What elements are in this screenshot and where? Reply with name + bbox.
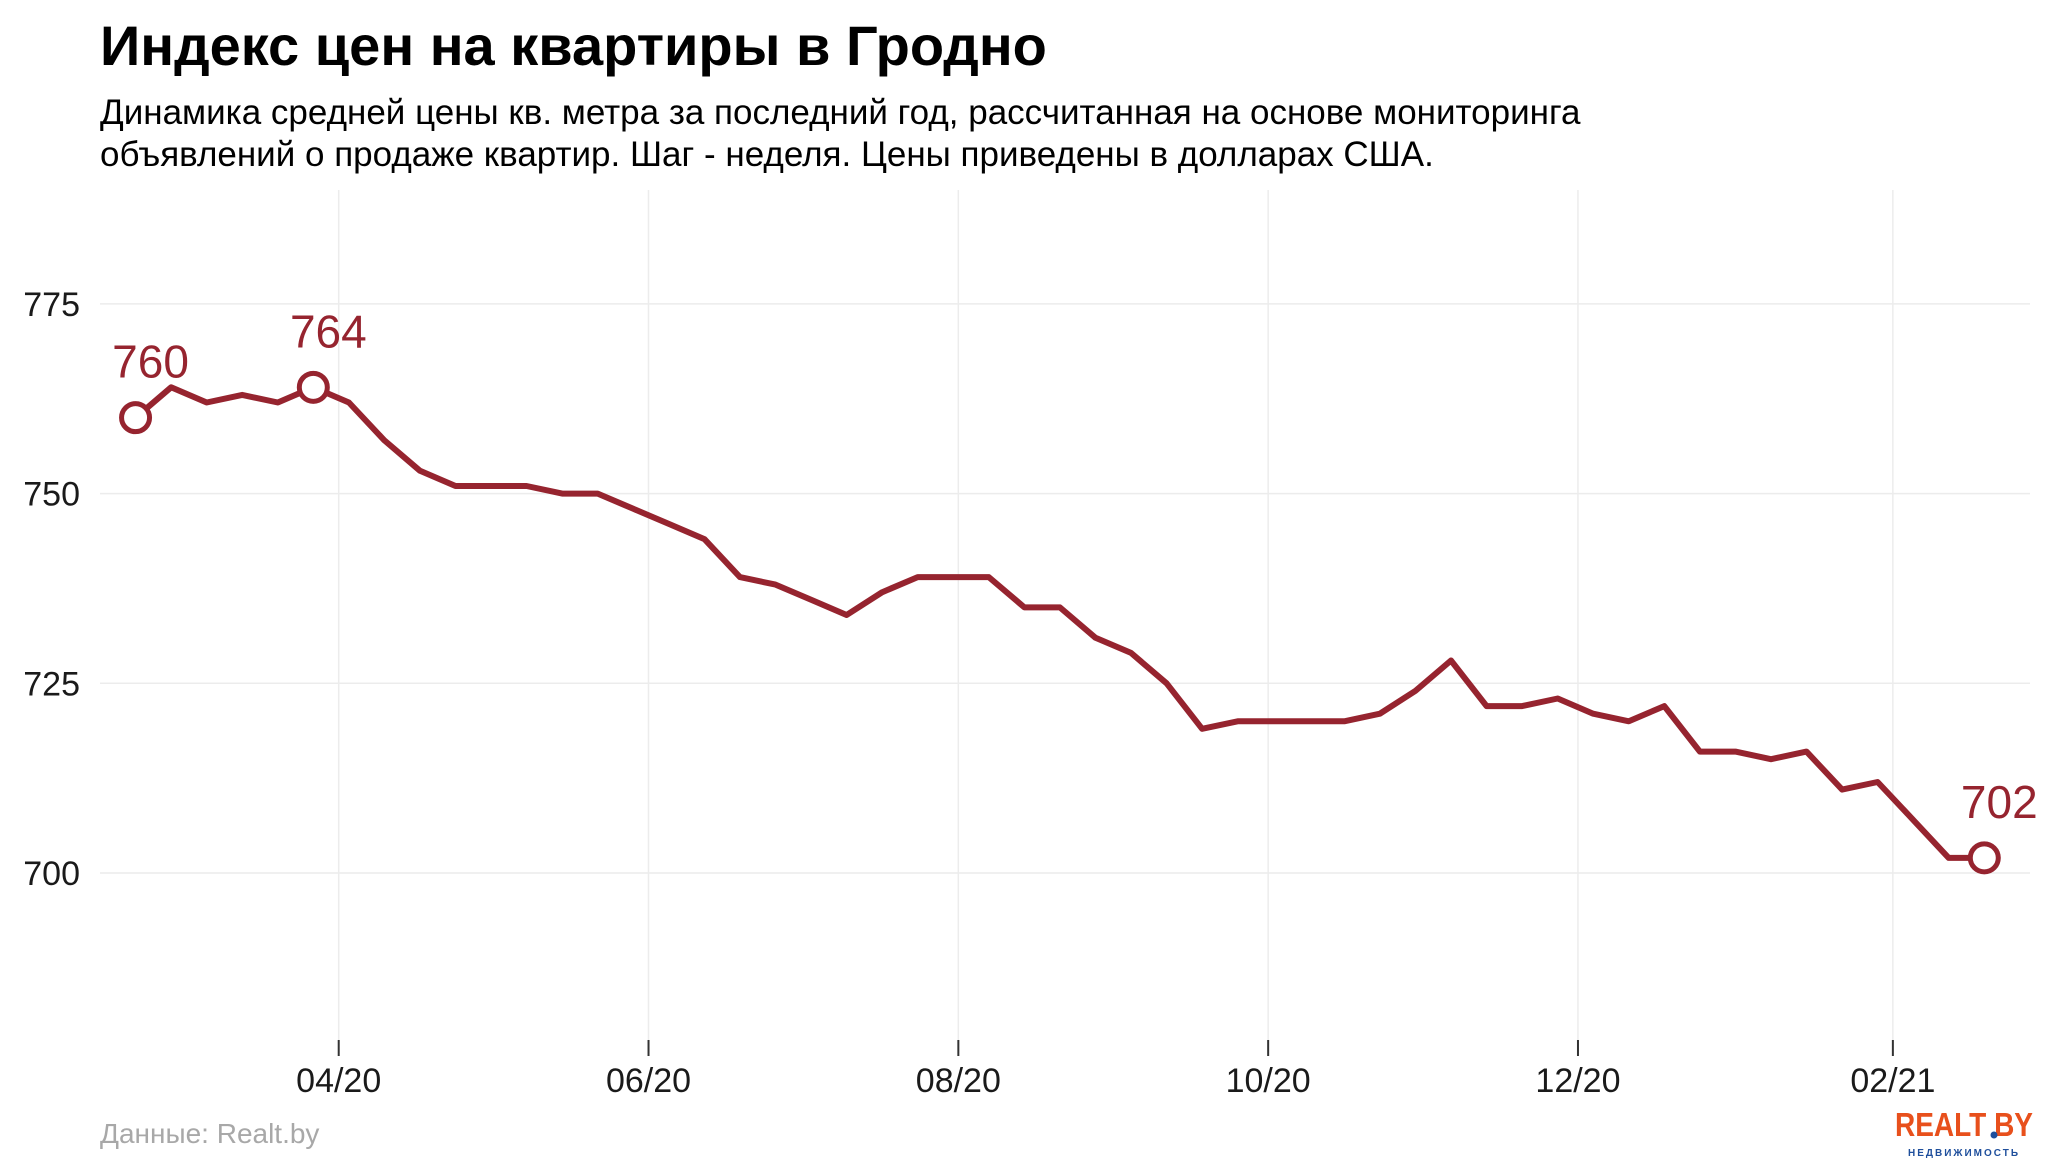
x-axis-ticks: 04/20 06/20 08/20 10/20 12/20 02/21 [296,1040,1935,1100]
logo-dot-icon [1990,1131,1998,1139]
x-tick-label: 08/20 [916,1062,1001,1100]
logo-tagline: НЕДВИЖИМОСТЬ [1908,1148,2020,1159]
value-label: 764 [290,305,367,357]
y-tick-label: 750 [23,476,80,514]
x-tick-label: 02/21 [1850,1062,1935,1100]
subtitle-line-2: объявлений о продаже квартир. Шаг - неде… [100,135,1434,174]
realt-logo: REALT BY НЕДВИЖИМОСТЬ [1895,1106,2033,1159]
series-line [132,384,1988,861]
series-layer [132,384,1988,861]
value-label: 760 [112,336,189,388]
subtitle-line-1: Динамика средней цены кв. метра за после… [100,93,1581,132]
x-tick-label: 04/20 [296,1062,381,1100]
highlight-marker [1967,841,2001,875]
y-tick-label: 700 [23,855,80,893]
chart-title: Индекс цен на квартиры в Гродно [100,14,1047,77]
chart-subtitle: Динамика средней цены кв. метра за после… [100,92,1800,176]
x-tick-label: 06/20 [606,1062,691,1100]
highlight-marker [119,401,153,435]
y-tick-label: 775 [23,286,80,324]
grid-lines [100,190,2030,1040]
data-source: Данные: Realt.by [100,1118,320,1149]
x-tick-label: 12/20 [1535,1062,1620,1100]
y-axis-ticks: 700 725 750 775 [23,286,80,893]
logo-brand: REALT BY [1895,1106,2033,1143]
y-tick-label: 725 [23,665,80,703]
x-tick-label: 10/20 [1226,1062,1311,1100]
highlight-marker [296,370,330,404]
value-label: 702 [1961,776,2038,828]
annotations-layer: 760 764 702 [112,305,2038,875]
